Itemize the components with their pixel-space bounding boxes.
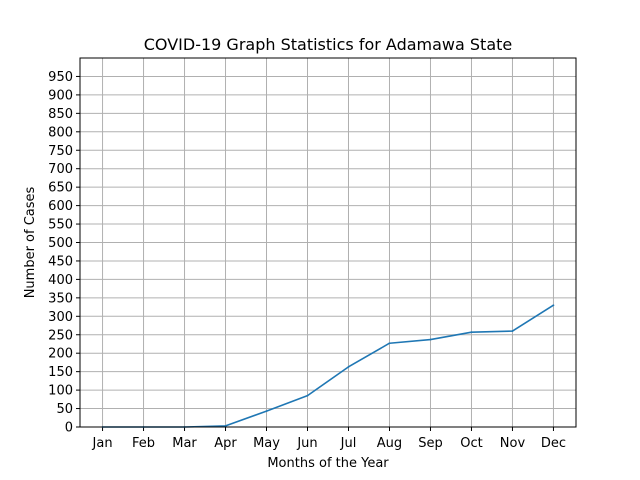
x-tick-label: Aug bbox=[377, 436, 402, 451]
y-tick-label: 400 bbox=[48, 273, 73, 288]
data-point bbox=[265, 410, 268, 413]
y-tick-label: 700 bbox=[48, 162, 73, 177]
x-tick-label: Jul bbox=[340, 436, 357, 451]
y-tick-label: 250 bbox=[48, 328, 73, 343]
grid-lines bbox=[80, 58, 576, 428]
y-tick-label: 950 bbox=[48, 70, 73, 85]
y-tick-label: 900 bbox=[48, 88, 73, 103]
data-point bbox=[511, 330, 514, 332]
data-point bbox=[552, 304, 555, 307]
data-point bbox=[224, 424, 227, 427]
y-tick-label: 450 bbox=[48, 254, 73, 269]
x-tick-label: May bbox=[253, 436, 280, 451]
x-tick-label: Jan bbox=[92, 436, 113, 451]
data-point bbox=[347, 365, 350, 368]
y-tick-label: 850 bbox=[48, 107, 73, 122]
x-tick-label: Dec bbox=[541, 436, 566, 451]
x-tick-label: Jun bbox=[296, 436, 317, 451]
x-tick-label: Feb bbox=[132, 436, 155, 451]
y-tick-label: 200 bbox=[48, 347, 73, 362]
x-tick-label: Apr bbox=[214, 436, 237, 451]
y-tick-label: 550 bbox=[48, 218, 73, 233]
data-point bbox=[429, 338, 432, 341]
y-tick-label: 100 bbox=[48, 384, 73, 399]
y-tick-label: 750 bbox=[48, 144, 73, 159]
y-tick-label: 500 bbox=[48, 236, 73, 251]
y-axis-label: Number of Cases bbox=[23, 186, 38, 298]
y-tick-label: 350 bbox=[48, 291, 73, 306]
y-tick-label: 150 bbox=[48, 365, 73, 380]
plot-frame bbox=[79, 57, 577, 428]
y-tick-label: 800 bbox=[48, 125, 73, 140]
series-group bbox=[101, 304, 555, 428]
x-axis: Jan Feb Mar Apr May Jun Jul Aug Sep Oct Nov Dec bbox=[92, 427, 566, 451]
chart-title: COVID-19 Graph Statistics for Adamawa St… bbox=[144, 35, 513, 54]
x-tick-label: Sep bbox=[418, 436, 443, 451]
data-point bbox=[306, 394, 309, 397]
y-tick-label: 600 bbox=[48, 199, 73, 214]
y-tick-label: 300 bbox=[48, 310, 73, 325]
y-tick-label: 0 bbox=[65, 421, 73, 436]
data-point bbox=[388, 342, 391, 345]
x-tick-label: Mar bbox=[172, 436, 197, 451]
x-tick-label: Oct bbox=[460, 436, 482, 451]
y-tick-label: 650 bbox=[48, 181, 73, 196]
x-tick-label: Nov bbox=[500, 436, 526, 451]
x-axis-label: Months of the Year bbox=[267, 456, 389, 471]
y-axis: 0 50 100 150 200 250 300 350 400 450 500 550 600 650 7… bbox=[48, 70, 80, 436]
data-point bbox=[470, 331, 473, 334]
y-tick-label: 50 bbox=[56, 402, 73, 417]
